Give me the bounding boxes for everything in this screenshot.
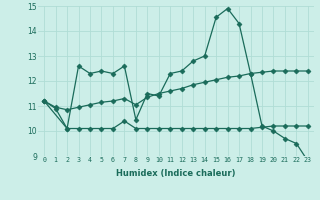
X-axis label: Humidex (Indice chaleur): Humidex (Indice chaleur) [116,169,236,178]
